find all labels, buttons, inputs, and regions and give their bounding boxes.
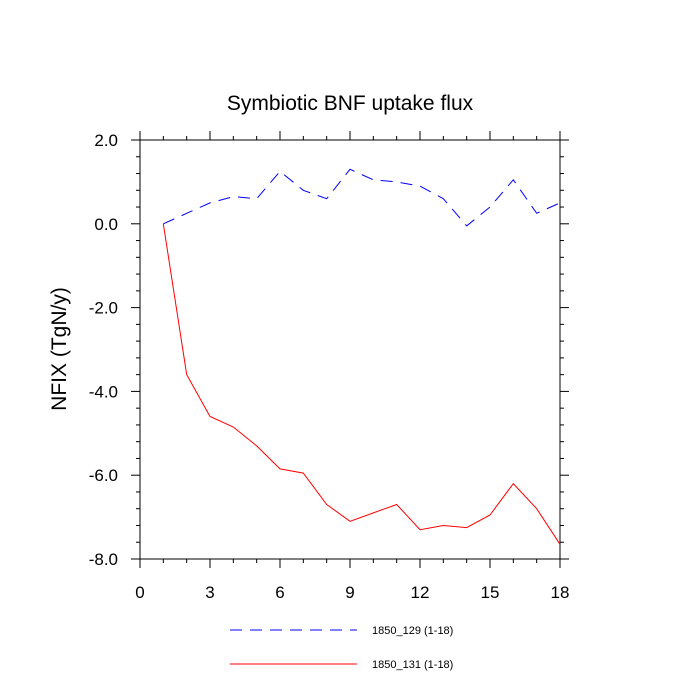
y-tick-label: 0.0 bbox=[94, 215, 118, 234]
series-line-2 bbox=[162, 223, 561, 545]
legend-label-1: 1850_129 (1-18) bbox=[372, 625, 453, 637]
y-tick-label: -4.0 bbox=[89, 382, 118, 401]
x-tick-label: 12 bbox=[411, 583, 430, 602]
series-lines bbox=[162, 168, 561, 545]
legend-label-2: 1850_131 (1-18) bbox=[372, 659, 453, 671]
axis-ticks bbox=[131, 131, 569, 568]
x-tick-label: 18 bbox=[551, 583, 570, 602]
x-tick-label: 0 bbox=[135, 583, 144, 602]
y-axis-label: NFIX (TgN/y) bbox=[48, 287, 71, 411]
y-tick-labels: 2.0 0.0 -2.0 -4.0 -6.0 -8.0 bbox=[89, 131, 118, 569]
legend: 1850_129 (1-18) 1850_131 (1-18) bbox=[230, 625, 453, 671]
series-line-1 bbox=[163, 168, 561, 227]
y-tick-label: -8.0 bbox=[89, 550, 118, 569]
y-tick-label: -6.0 bbox=[89, 466, 118, 485]
x-tick-label: 9 bbox=[345, 583, 354, 602]
x-tick-label: 15 bbox=[481, 583, 500, 602]
x-tick-labels: 0 3 6 9 12 15 18 bbox=[135, 583, 569, 602]
y-tick-label: -2.0 bbox=[89, 299, 118, 318]
y-tick-label: 2.0 bbox=[94, 131, 118, 150]
chart-title: Symbiotic BNF uptake flux bbox=[227, 92, 474, 115]
x-tick-label: 3 bbox=[205, 583, 214, 602]
x-tick-label: 6 bbox=[275, 583, 284, 602]
